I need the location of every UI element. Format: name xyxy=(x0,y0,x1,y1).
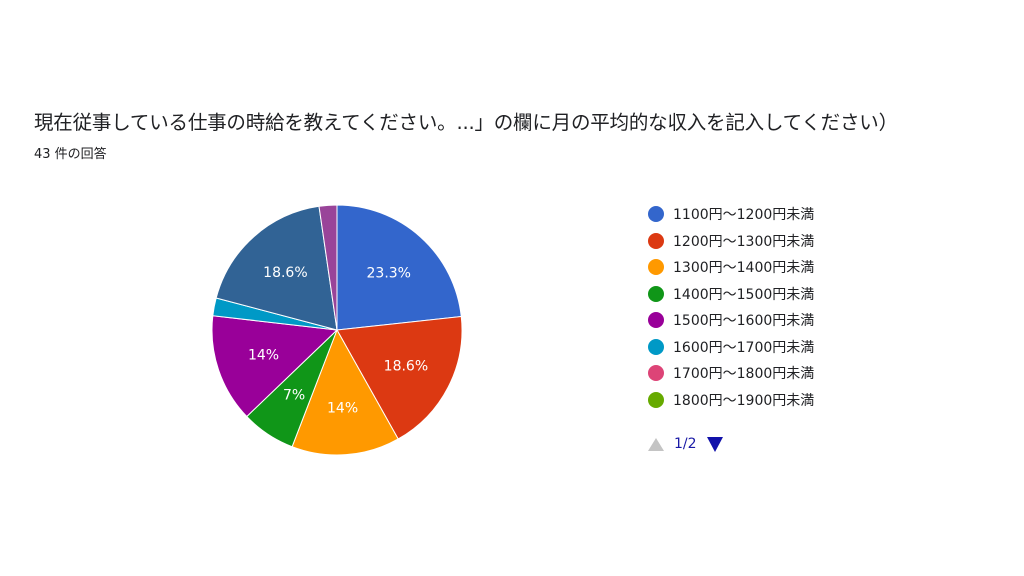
legend-label: 1700円〜1800円未満 xyxy=(673,366,815,383)
triangle-down-icon[interactable] xyxy=(706,436,723,452)
legend-label: 1300円〜1400円未満 xyxy=(673,260,815,277)
slice-data-label: 14% xyxy=(327,400,358,416)
legend-label: 1800円〜1900円未満 xyxy=(673,392,815,409)
slice-data-label: 18.6% xyxy=(384,358,428,374)
legend-swatch-icon xyxy=(648,232,664,249)
pie-slice-5[interactable] xyxy=(211,315,339,418)
legend-item[interactable]: 1800円〜1900円未満 xyxy=(648,387,814,414)
chart-title: 現在従事している仕事の時給を教えてください。...」の欄に月の平均的な収入を記入… xyxy=(34,111,898,134)
response-count: 43 件の回答 xyxy=(34,147,107,162)
legend-swatch-icon xyxy=(648,365,664,382)
legend-swatch-icon xyxy=(648,312,664,329)
slice-data-label: 7% xyxy=(283,388,305,404)
legend-swatch-icon xyxy=(648,259,664,276)
page-indicator: 1/2 xyxy=(674,436,697,452)
triangle-up-icon[interactable] xyxy=(648,437,664,451)
legend-label: 1500円〜1600円未満 xyxy=(673,313,815,330)
legend-swatch-icon xyxy=(648,338,664,355)
legend-item[interactable]: 1100円〜1200円未満 xyxy=(648,201,814,228)
legend-label: 1100円〜1200円未満 xyxy=(673,207,815,224)
pie-slice-2[interactable] xyxy=(336,315,463,440)
legend-item[interactable]: 1700円〜1800円未満 xyxy=(648,360,814,387)
legend-item[interactable]: 1300円〜1400円未満 xyxy=(648,254,814,281)
legend-item[interactable]: 1600円〜1700円未満 xyxy=(648,334,814,361)
pie-slice-1[interactable] xyxy=(336,204,462,331)
pie-slice-8[interactable] xyxy=(318,204,338,331)
legend: 1100円〜1200円未満 1200円〜1300円未満 1300円〜1400円未満 1… xyxy=(648,201,814,413)
slice-data-label: 23.3% xyxy=(367,265,411,281)
legend-item[interactable]: 1500円〜1600円未満 xyxy=(648,307,814,334)
legend-swatch-icon xyxy=(648,285,664,302)
slice-data-label: 14% xyxy=(248,348,279,364)
legend-pager: 1/2 xyxy=(648,436,723,452)
pie-slice-3[interactable] xyxy=(291,328,399,456)
pie-slice-7[interactable] xyxy=(215,205,338,331)
legend-item[interactable]: 1400円〜1500円未満 xyxy=(648,281,814,308)
legend-item[interactable]: 1200円〜1300円未満 xyxy=(648,228,814,255)
legend-swatch-icon xyxy=(648,206,664,223)
legend-swatch-icon xyxy=(648,391,664,408)
slice-data-label: 18.6% xyxy=(263,265,307,281)
legend-label: 1400円〜1500円未満 xyxy=(673,286,815,303)
legend-label: 1600円〜1700円未満 xyxy=(673,339,815,356)
legend-label: 1200円〜1300円未満 xyxy=(673,233,815,250)
